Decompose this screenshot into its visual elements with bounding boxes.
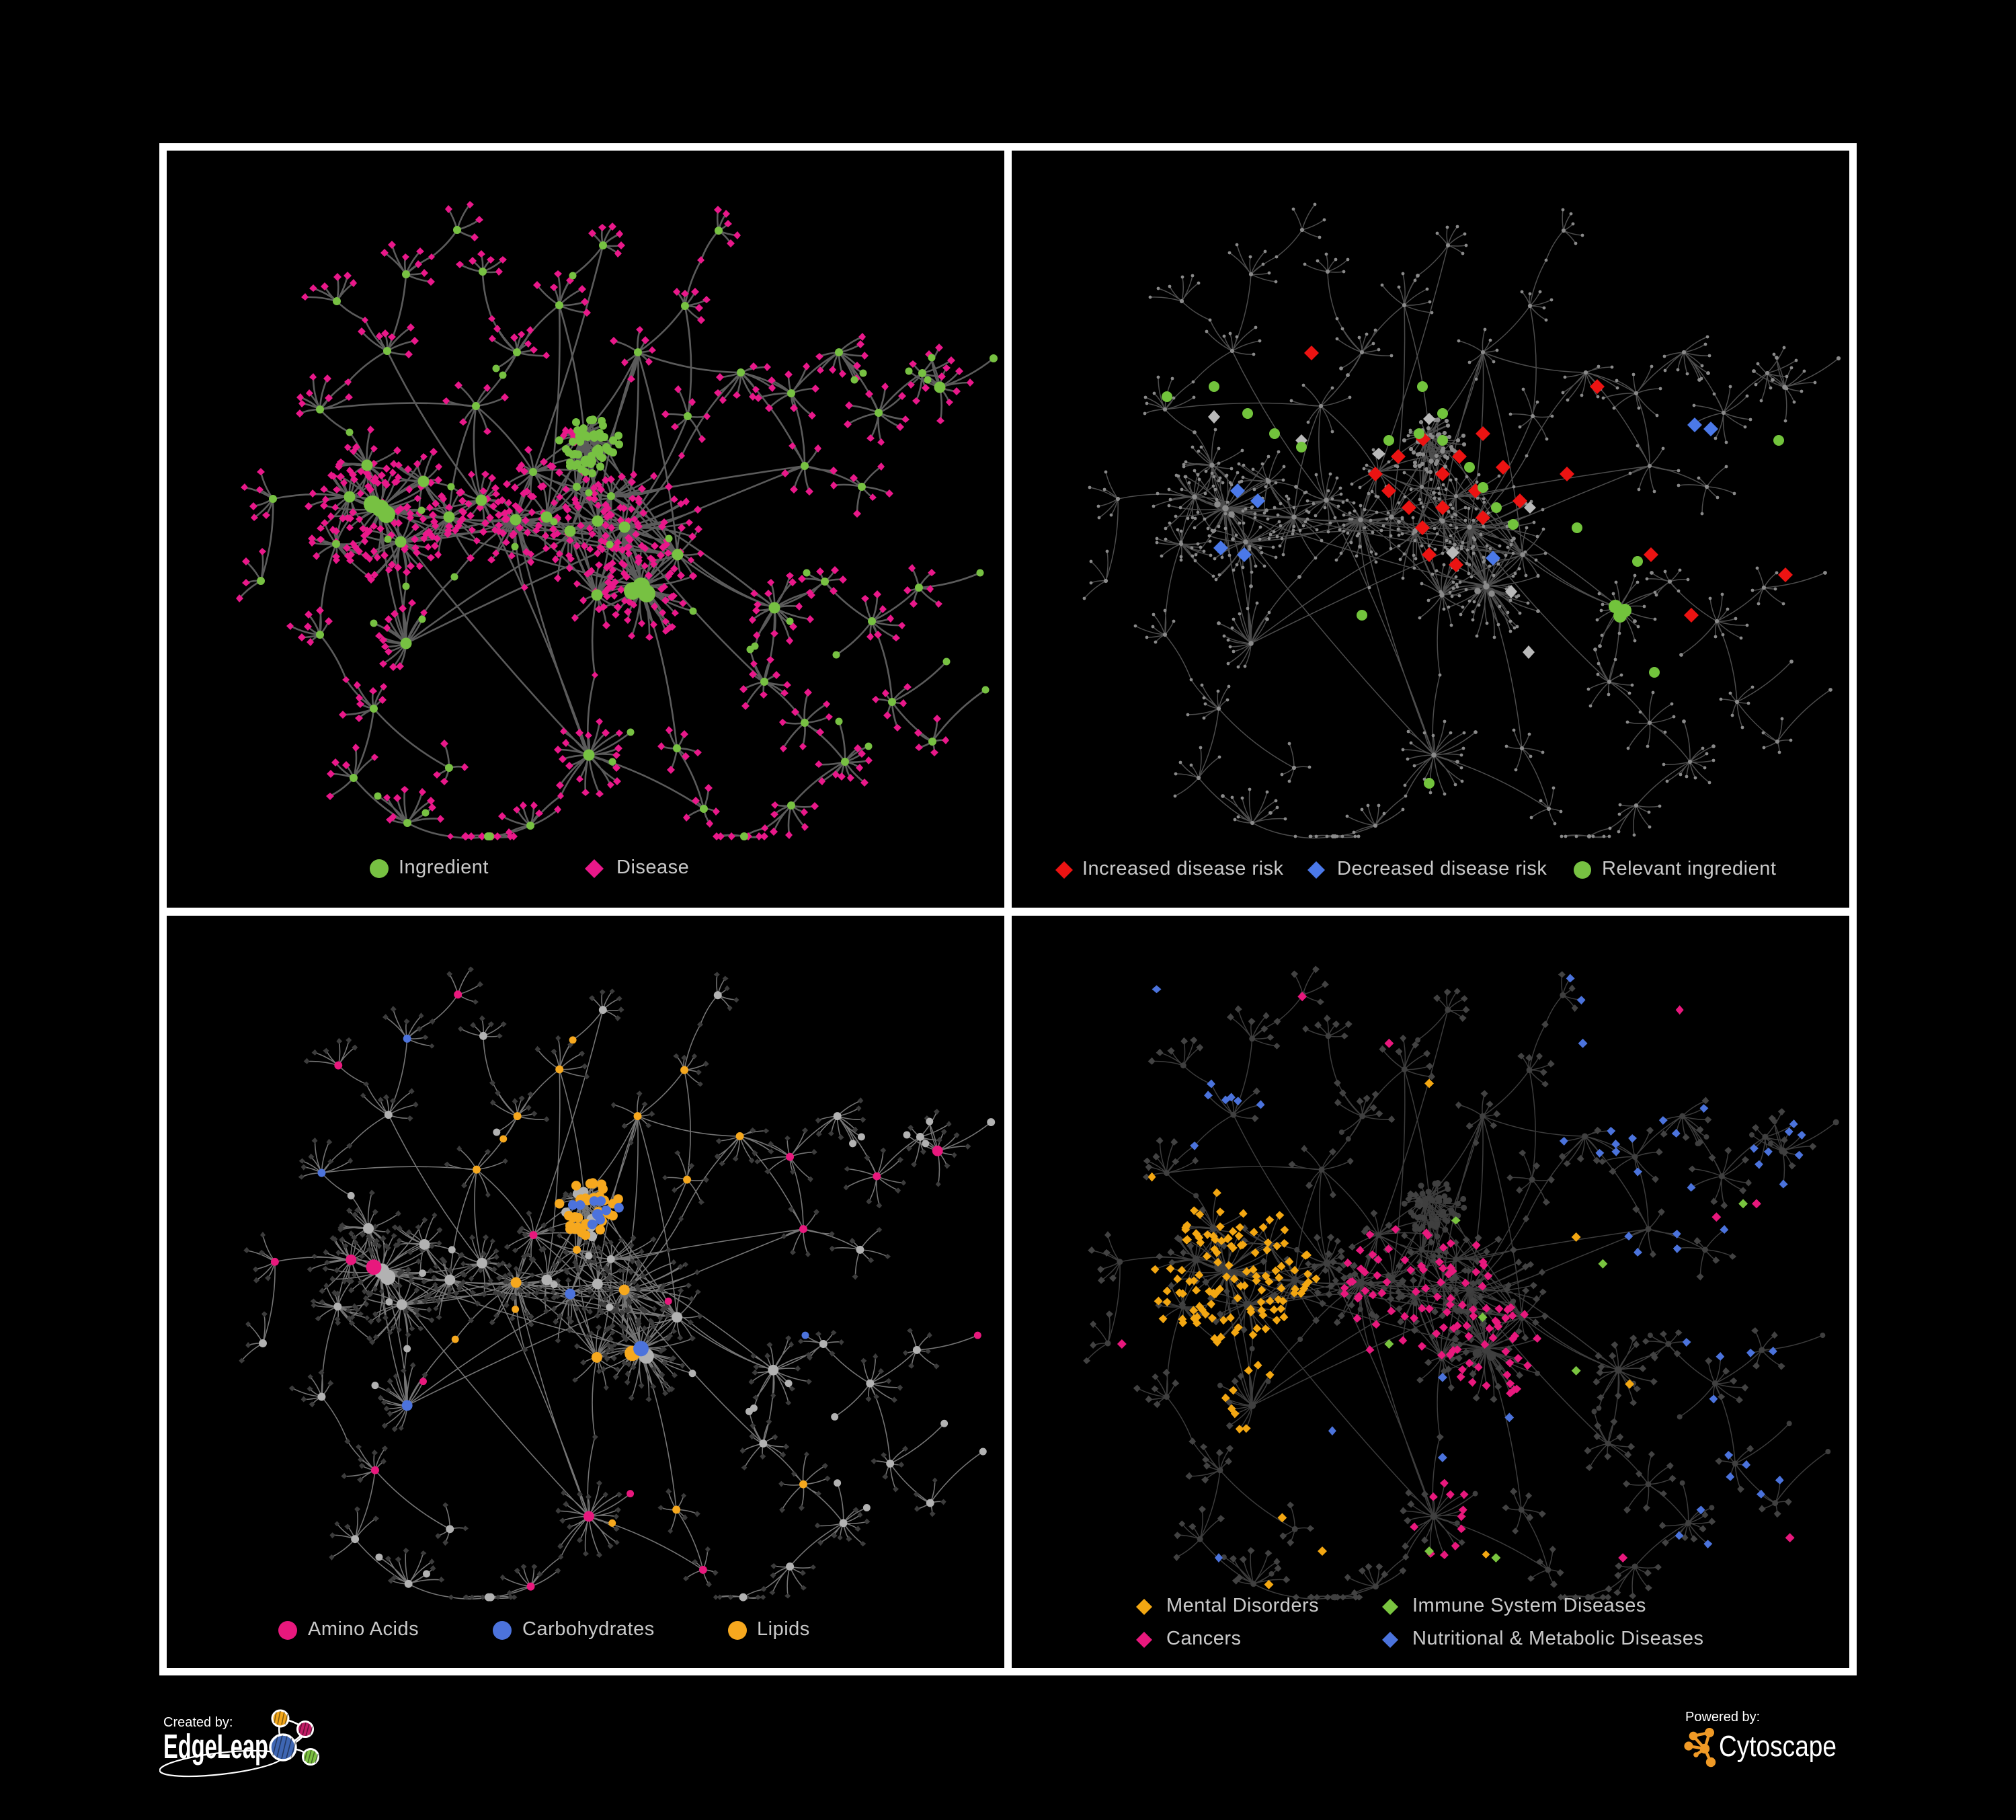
svg-text:EdgeLeap: EdgeLeap <box>163 1727 268 1766</box>
svg-text:Cytoscape: Cytoscape <box>1719 1730 1837 1763</box>
svg-text:Created by:: Created by: <box>163 1715 233 1730</box>
svg-text:Powered by:: Powered by: <box>1685 1710 1760 1725</box>
